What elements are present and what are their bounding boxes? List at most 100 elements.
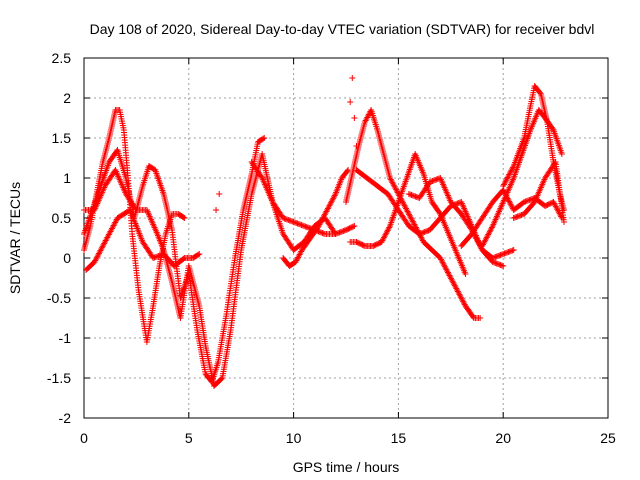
data-point <box>500 183 507 189</box>
x-axis-label: GPS time / hours <box>293 459 400 475</box>
data-point <box>503 175 510 182</box>
data-point <box>474 237 480 243</box>
y-tick-label: 0 <box>63 250 71 266</box>
data-point <box>479 243 486 249</box>
data-point <box>502 178 509 185</box>
data-point <box>195 251 202 258</box>
data-point <box>472 234 479 241</box>
data-point <box>345 167 352 173</box>
y-tick-label: 1.5 <box>52 130 72 146</box>
x-tick-label: 25 <box>600 430 616 446</box>
data-point <box>506 171 513 178</box>
data-point <box>480 240 487 247</box>
data-point <box>351 223 358 229</box>
data-point <box>473 235 480 242</box>
data-point <box>93 254 100 261</box>
y-tick-label: -0.5 <box>47 290 71 306</box>
data-point <box>477 315 484 321</box>
data-points <box>81 75 567 389</box>
y-axis-label: SDTVAR / TECUs <box>7 182 23 294</box>
data-point <box>506 170 513 177</box>
y-tick-label: 1 <box>63 170 71 186</box>
y-tick-label: 0.5 <box>52 210 72 226</box>
data-point <box>181 215 188 221</box>
y-tick-label: -2 <box>59 410 72 426</box>
plot-frame <box>83 57 609 419</box>
data-point <box>483 234 490 241</box>
data-point <box>98 244 105 251</box>
data-point <box>475 239 482 246</box>
data-point <box>92 257 99 264</box>
x-tick-label: 10 <box>286 430 302 446</box>
data-point <box>485 230 492 237</box>
data-point <box>482 237 489 244</box>
outlier-point <box>353 143 360 149</box>
data-point <box>486 228 493 235</box>
outlier-point <box>216 191 223 197</box>
data-point <box>481 238 488 245</box>
data-point <box>218 376 225 382</box>
data-point <box>537 89 544 96</box>
data-point <box>95 250 102 257</box>
data-point <box>508 202 515 209</box>
data-point <box>551 160 558 167</box>
outlier-point <box>347 99 354 105</box>
data-point <box>503 177 510 184</box>
data-point <box>488 224 495 231</box>
x-tick-label: 5 <box>185 430 193 446</box>
data-point <box>360 242 367 249</box>
data-point <box>484 233 491 239</box>
data-point <box>462 271 469 277</box>
data-point <box>487 227 494 234</box>
data-point <box>474 238 481 245</box>
x-axis: 0 5 10 15 20 25 <box>80 58 616 446</box>
y-tick-label: 2.5 <box>52 50 72 66</box>
data-point <box>482 235 489 242</box>
y-tick-label: -1.5 <box>47 370 71 386</box>
data-point <box>558 151 565 157</box>
data-point <box>180 214 187 221</box>
y-tick-label: -1 <box>59 330 72 346</box>
data-point <box>95 251 102 258</box>
data-point <box>97 247 104 254</box>
outlier-point <box>349 75 356 81</box>
x-tick-label: 15 <box>391 430 407 446</box>
data-point <box>500 188 507 195</box>
outlier-point <box>213 207 220 213</box>
data-point <box>196 251 203 257</box>
data-point <box>98 246 105 253</box>
data-point <box>508 167 515 174</box>
data-point <box>506 198 513 205</box>
y-axis: 2.5 2 1.5 1 0.5 0 -0.5 -1 -1.5 -2 <box>47 50 608 426</box>
data-point <box>350 223 357 230</box>
data-point <box>509 164 516 171</box>
data-point <box>506 199 513 206</box>
data-point <box>331 192 338 199</box>
data-point <box>501 180 508 187</box>
data-point <box>500 263 507 269</box>
data-point <box>91 259 98 265</box>
data-point <box>504 174 511 181</box>
chart-title: Day 108 of 2020, Sidereal Day-to-day VTE… <box>90 21 595 37</box>
data-point <box>386 224 393 231</box>
data-point <box>344 168 351 175</box>
x-tick-label: 0 <box>80 430 88 446</box>
data-point <box>507 168 514 175</box>
data-point <box>505 173 512 179</box>
data-point <box>96 249 103 255</box>
y-tick-label: 2 <box>63 90 71 106</box>
data-point <box>510 247 517 253</box>
data-point <box>261 135 268 141</box>
data-point <box>509 165 516 172</box>
data-point <box>99 243 106 250</box>
data-point <box>100 241 107 248</box>
data-point <box>507 201 514 208</box>
data-point <box>92 256 99 263</box>
data-point <box>488 225 495 232</box>
data-point <box>485 231 492 238</box>
data-point <box>479 241 486 248</box>
outlier-point <box>351 115 358 121</box>
data-point <box>500 181 507 188</box>
x-tick-label: 20 <box>495 430 511 446</box>
